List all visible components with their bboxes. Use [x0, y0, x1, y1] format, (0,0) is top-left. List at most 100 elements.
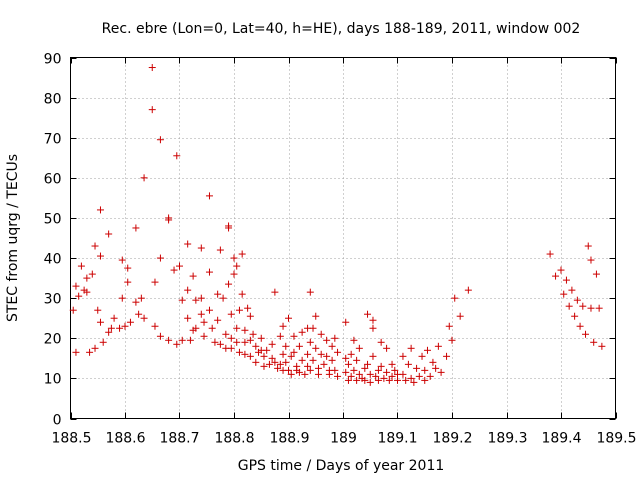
data-point: [252, 342, 260, 350]
data-point: [246, 336, 254, 344]
data-point: [170, 266, 178, 274]
data-point: [443, 352, 451, 360]
data-point: [290, 332, 298, 340]
data-point: [312, 312, 320, 320]
data-point: [295, 368, 303, 376]
data-point: [317, 350, 325, 358]
data-point: [173, 340, 181, 348]
data-point: [328, 356, 336, 364]
data-point: [151, 278, 159, 286]
data-point: [118, 256, 126, 264]
data-point: [369, 316, 377, 324]
data-point: [282, 358, 290, 366]
data-point: [276, 332, 284, 340]
data-point: [233, 262, 241, 270]
data-point: [404, 360, 412, 368]
y-tick-label: 50: [44, 212, 62, 228]
data-point: [260, 352, 268, 360]
data-point: [344, 376, 352, 384]
data-point: [377, 338, 385, 346]
data-point: [148, 64, 156, 72]
data-point: [200, 332, 208, 340]
x-tick-label: 189.4: [541, 431, 581, 447]
data-point: [233, 338, 241, 346]
data-point: [410, 378, 418, 386]
data-point: [178, 336, 186, 344]
data-point: [135, 310, 143, 318]
data-point: [342, 368, 350, 376]
data-point: [445, 322, 453, 330]
data-point: [584, 242, 592, 250]
data-point: [421, 376, 429, 384]
data-point: [353, 376, 361, 384]
data-point: [238, 250, 246, 258]
data-point: [369, 324, 377, 332]
data-point: [304, 362, 312, 370]
data-point: [274, 364, 282, 372]
data-point: [399, 352, 407, 360]
data-point: [374, 366, 382, 374]
data-point: [366, 370, 374, 378]
data-point: [271, 288, 279, 296]
data-point: [399, 370, 407, 378]
data-point: [184, 240, 192, 248]
data-point: [388, 372, 396, 380]
data-point: [225, 222, 233, 230]
y-tick-label: 90: [44, 52, 62, 68]
data-point: [268, 340, 276, 348]
y-tick-label: 60: [44, 172, 62, 188]
data-point: [334, 348, 342, 356]
data-point: [287, 352, 295, 360]
chart-title: Rec. ebre (Lon=0, Lat=40, h=HE), days 18…: [102, 21, 581, 37]
data-point: [546, 250, 554, 258]
data-point: [121, 322, 129, 330]
data-points: [69, 64, 606, 386]
data-point: [265, 360, 273, 368]
data-point: [173, 152, 181, 160]
data-point: [91, 242, 99, 250]
y-tick-label: 40: [44, 252, 62, 268]
data-point: [205, 268, 213, 276]
data-point: [132, 298, 140, 306]
data-point: [415, 372, 423, 380]
data-point: [216, 340, 224, 348]
data-point: [279, 350, 287, 358]
data-point: [107, 324, 115, 332]
data-point: [69, 306, 77, 314]
data-point: [298, 328, 306, 336]
data-point: [306, 288, 314, 296]
data-point: [86, 348, 94, 356]
data-point: [323, 336, 331, 344]
data-point: [571, 312, 579, 320]
data-point: [309, 356, 317, 364]
data-point: [151, 322, 159, 330]
data-point: [216, 246, 224, 254]
data-point: [587, 304, 595, 312]
data-point: [394, 376, 401, 384]
data-point: [257, 334, 265, 342]
x-tick-label: 188.6: [105, 431, 145, 447]
data-point: [83, 274, 91, 282]
data-point: [456, 312, 464, 320]
data-point: [83, 288, 91, 296]
data-point: [582, 330, 590, 338]
y-tick-label: 80: [44, 92, 62, 108]
data-point: [314, 370, 322, 378]
data-point: [560, 290, 568, 298]
data-point: [263, 346, 271, 354]
data-point: [72, 348, 80, 356]
data-point: [448, 336, 456, 344]
x-tick-label: 188.7: [159, 431, 199, 447]
data-point: [132, 224, 140, 232]
data-point: [241, 326, 249, 334]
data-point: [573, 296, 581, 304]
data-point: [230, 254, 238, 262]
data-point: [344, 360, 352, 368]
x-tick-label: 188.5: [51, 431, 91, 447]
data-point: [325, 370, 333, 378]
data-point: [347, 350, 355, 358]
data-point: [105, 230, 113, 238]
data-point: [331, 334, 339, 342]
data-point: [118, 294, 126, 302]
data-point: [285, 366, 292, 374]
